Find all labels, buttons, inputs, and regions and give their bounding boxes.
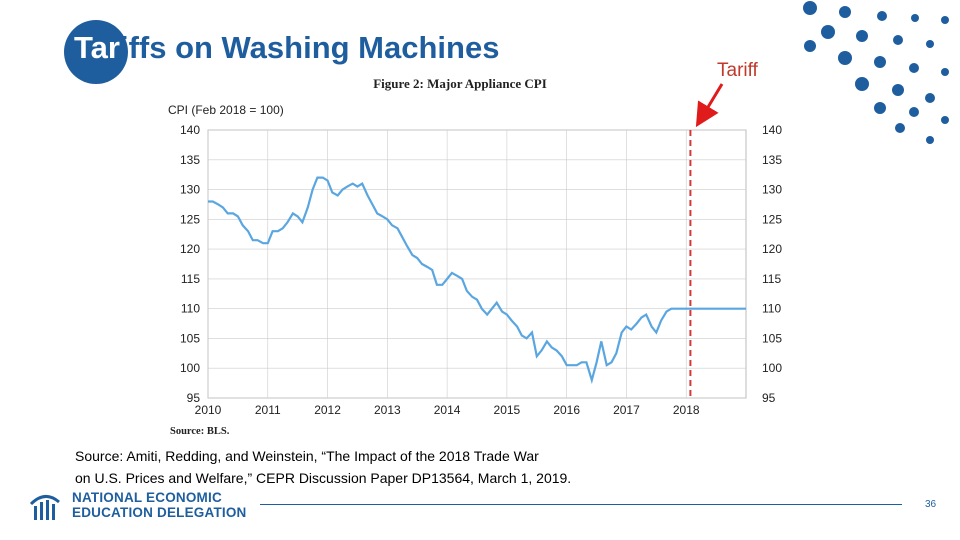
y-tick-label-right: 135 xyxy=(762,153,782,167)
y-tick-label-right: 125 xyxy=(762,212,782,226)
decorative-dot xyxy=(856,30,868,42)
decorative-dot xyxy=(855,77,869,91)
appliance-cpi-chart: Figure 2: Major Appliance CPI CPI (Feb 2… xyxy=(168,76,782,437)
y-tick-label-right: 105 xyxy=(762,331,782,345)
source-citation: Source: Amiti, Redding, and Weinstein, “… xyxy=(75,445,571,489)
x-tick-label: 2012 xyxy=(314,403,341,417)
organization-name-line-1: NATIONAL ECONOMIC xyxy=(72,490,222,505)
page-number: 36 xyxy=(925,499,937,510)
y-tick-label-left: 95 xyxy=(187,391,201,405)
decorative-dot xyxy=(925,93,935,103)
organization-name: NATIONAL ECONOMIC EDUCATION DELEGATION xyxy=(72,490,247,520)
x-tick-label: 2010 xyxy=(195,403,222,417)
chart-y-axis-label: CPI (Feb 2018 = 100) xyxy=(168,103,284,117)
series-line-major-appliance-cpi xyxy=(208,176,746,385)
y-tick-label-right: 115 xyxy=(762,272,781,286)
y-tick-label-left: 115 xyxy=(181,272,200,286)
y-tick-label-left: 125 xyxy=(180,212,200,226)
decorative-dot xyxy=(941,68,949,76)
decorative-dot xyxy=(909,63,919,73)
decorative-dot xyxy=(838,51,852,65)
decorative-dot xyxy=(911,14,919,22)
decorative-dot xyxy=(941,16,949,24)
chart-source-note: Source: BLS. xyxy=(170,426,230,437)
decorative-dot xyxy=(892,84,904,96)
decorative-dot xyxy=(926,136,934,144)
y-tick-label-left: 120 xyxy=(180,242,200,256)
decorative-dot xyxy=(926,40,934,48)
chart-title: Figure 2: Major Appliance CPI xyxy=(373,76,547,91)
tariff-arrow xyxy=(695,83,724,128)
x-tick-label: 2017 xyxy=(613,403,640,417)
decorative-dot xyxy=(874,102,886,114)
decorative-dot xyxy=(909,107,919,117)
decorative-dot-pattern xyxy=(803,1,949,144)
decorative-dot xyxy=(803,1,817,15)
y-tick-label-right: 130 xyxy=(762,183,782,197)
y-tick-label-left: 135 xyxy=(180,153,200,167)
nefe-logo-icon xyxy=(29,495,60,520)
slide-title-rest: iffs on Washing Machines xyxy=(119,30,500,65)
y-tick-label-left: 130 xyxy=(180,183,200,197)
y-tick-label-left: 100 xyxy=(180,361,200,375)
footer-divider xyxy=(260,504,902,505)
decorative-dot xyxy=(821,25,835,39)
x-tick-label: 2014 xyxy=(434,403,461,417)
plot-frame xyxy=(207,129,747,399)
decorative-dot xyxy=(804,40,816,52)
decorative-dot xyxy=(893,35,903,45)
y-tick-label-right: 100 xyxy=(762,361,782,375)
decorative-dot xyxy=(941,116,949,124)
decorative-dot xyxy=(895,123,905,133)
y-tick-label-right: 110 xyxy=(762,302,781,316)
y-tick-label-right: 120 xyxy=(762,242,782,256)
decorative-dot xyxy=(874,56,886,68)
decorative-dot xyxy=(877,11,887,21)
y-tick-label-left: 110 xyxy=(181,302,200,316)
source-line-1: Source: Amiti, Redding, and Weinstein, “… xyxy=(75,448,539,464)
source-line-2: on U.S. Prices and Welfare,” CEPR Discus… xyxy=(75,470,572,486)
x-tick-label: 2011 xyxy=(255,403,281,417)
organization-name-line-2: EDUCATION DELEGATION xyxy=(72,505,247,520)
slide-title-lead: Tar xyxy=(74,30,120,65)
y-tick-label-left: 140 xyxy=(180,123,200,137)
y-tick-label-right: 95 xyxy=(762,391,776,405)
y-tick-label-left: 105 xyxy=(180,331,200,345)
x-tick-label: 2016 xyxy=(553,403,580,417)
tariff-annotation-label: Tariff xyxy=(717,60,758,81)
x-tick-label: 2018 xyxy=(673,403,700,417)
decorative-dot xyxy=(839,6,851,18)
x-tick-label: 2013 xyxy=(374,403,401,417)
x-tick-label: 2015 xyxy=(494,403,521,417)
slide-title: Tariffs on Washing Machines xyxy=(74,30,499,66)
y-tick-label-right: 140 xyxy=(762,123,782,137)
title-accent-circle xyxy=(64,20,128,84)
